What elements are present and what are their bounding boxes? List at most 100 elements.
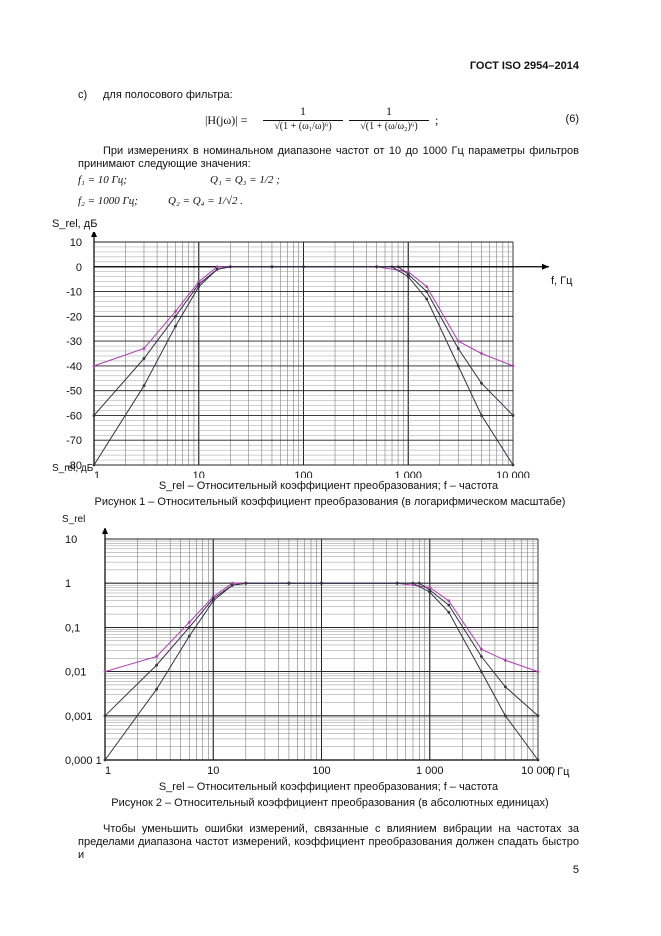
data-point [511, 463, 515, 467]
data-point [425, 285, 429, 288]
formula-tail: ; [435, 113, 439, 127]
data-point [230, 583, 234, 587]
data-point [103, 714, 107, 718]
data-point [406, 270, 410, 274]
data-point [479, 647, 483, 651]
data-point [511, 414, 515, 417]
data-point [270, 265, 274, 269]
data-point [211, 599, 215, 603]
data-point [536, 670, 540, 673]
data-point [428, 588, 432, 592]
x-tick-label: 1 [94, 470, 100, 478]
paragraph-2: Чтобы уменьшить ошибки измерений, связан… [78, 823, 579, 861]
data-point [187, 626, 191, 629]
data-point [480, 381, 483, 385]
fig1-ylabel-bottom: S_rel, дБ [52, 463, 94, 474]
fig2-legend: S_rel – Относительный коэффициент преобр… [158, 781, 499, 793]
x-tick-label: 100 [312, 765, 330, 777]
data-point [155, 687, 159, 691]
x-tick-label: 10 [207, 765, 219, 777]
data-point [320, 581, 323, 585]
param-f2: f₂ = 1000 Гц; [78, 195, 138, 207]
data-point [406, 272, 410, 276]
y-axis-arrow [102, 528, 108, 534]
data-point [197, 280, 201, 284]
x-tick-label: 10 000 [496, 470, 530, 478]
y-tick-label: -20 [66, 311, 82, 323]
y-tick-label: -50 [66, 386, 82, 398]
data-point [425, 297, 429, 301]
item-text: для полосового фильтра: [103, 89, 233, 101]
data-point [428, 590, 432, 594]
y-tick-label: 0,1 [65, 622, 80, 634]
fig2-xlabel: f, Гц [548, 766, 570, 778]
data-point [155, 663, 159, 667]
data-point [155, 655, 159, 658]
formula-6: |H(jω)| = 1 √(1 + (ω₁/ω)⁶) 1 √(1 + (ω/ω₂… [205, 104, 465, 140]
y-tick-label: 0 [76, 262, 82, 274]
data-point [174, 314, 177, 318]
document-id: ГОСТ ISO 2954–2014 [469, 60, 579, 72]
formula-num2: 1 [386, 104, 392, 118]
data-point [92, 463, 96, 467]
y-tick-label: 0,000 1 [65, 755, 102, 767]
y-tick-label: -40 [66, 361, 82, 373]
fig1-xlabel: f, Гц [551, 275, 573, 287]
figure-1-chart: 1 10 100 1 000 10 000100-10-20-30-40-50-60-7… [66, 232, 549, 478]
x-tick-label: 1 000 [394, 470, 422, 478]
data-point [211, 595, 215, 598]
data-point [447, 603, 451, 607]
data-point [447, 610, 451, 614]
data-point [417, 581, 421, 585]
page-number: 5 [572, 864, 579, 876]
data-point [92, 364, 96, 368]
data-point [174, 309, 177, 313]
y-tick-label: -60 [66, 410, 82, 422]
data-point [103, 758, 107, 762]
y-tick-label: 0,01 [65, 667, 86, 679]
param-q13: Q₁ = Q₃ = 1/2 ; [210, 174, 280, 186]
y-tick-label: -30 [66, 336, 82, 348]
data-point [504, 658, 507, 662]
x-tick-label: 1 [105, 765, 111, 777]
fig1-caption: Рисунок 1 – Относительный коэффициент пр… [94, 496, 566, 508]
param-q24: Q₂ = Q₄ = 1/√2 . [168, 195, 243, 207]
y-tick-label: 0,001 [65, 711, 93, 723]
param-f1: f₁ = 10 Гц; [78, 174, 127, 186]
data-point [511, 364, 515, 368]
formula-number: (6) [565, 113, 579, 125]
fig2-caption: Рисунок 2 – Относительный коэффициент пр… [111, 797, 549, 809]
data-point [504, 714, 507, 718]
data-point [142, 347, 146, 350]
y-tick-label: -10 [66, 287, 82, 299]
data-point [228, 265, 232, 269]
data-point [215, 265, 219, 269]
data-point [406, 275, 410, 279]
paragraph-1: При измерениях в номинальном диапазоне ч… [78, 145, 579, 170]
formula-den1: √(1 + (ω₁/ω)⁶) [263, 120, 343, 132]
formula-lhs: |H(jω)| = [205, 113, 248, 127]
data-point [425, 290, 429, 293]
data-point [395, 581, 399, 585]
data-point [197, 282, 201, 286]
data-point [504, 685, 507, 689]
formula-den2: √(1 + (ω/ω₂)⁶) [349, 120, 429, 132]
data-point [197, 285, 201, 288]
formula-num1: 1 [300, 104, 306, 118]
data-point [92, 414, 96, 417]
y-tick-label: -70 [66, 435, 82, 447]
data-point [456, 339, 460, 343]
data-point [244, 581, 248, 585]
x-tick-label: 10 [193, 470, 205, 478]
data-point [142, 384, 146, 388]
data-point [456, 347, 460, 350]
data-point [479, 670, 483, 673]
data-point [480, 414, 483, 417]
data-point [536, 714, 540, 718]
data-point [230, 581, 234, 585]
data-point [390, 265, 394, 269]
y-tick-label: 10 [70, 237, 82, 249]
data-point [142, 357, 146, 360]
data-point [479, 655, 483, 658]
data-point [447, 599, 451, 603]
